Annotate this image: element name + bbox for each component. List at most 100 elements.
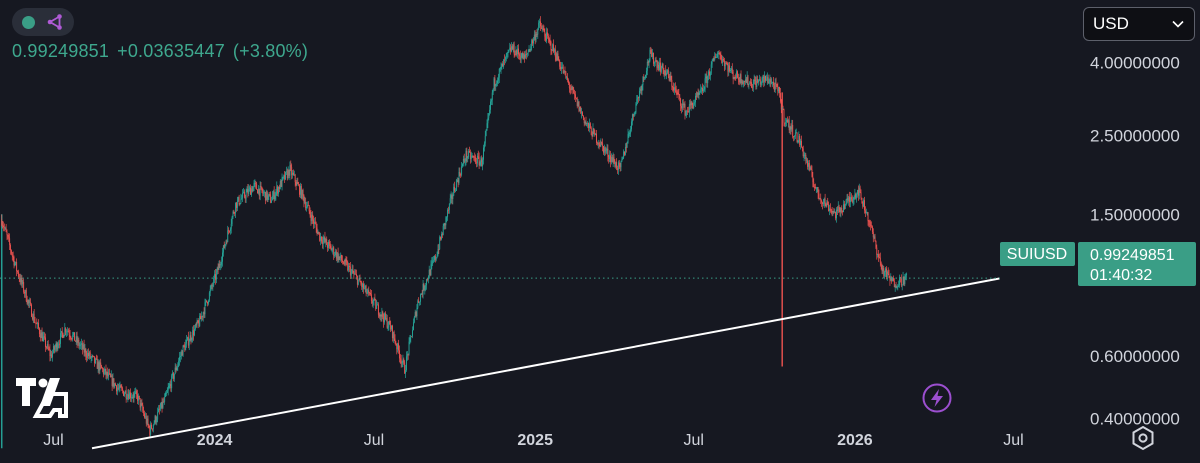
candle-body [259,185,261,196]
candle-body [376,305,378,309]
candle-body [872,232,874,238]
candle-body [434,255,435,261]
candle-body [819,198,821,199]
candle-body [285,171,286,180]
candle-body [769,79,771,82]
candle-body [685,112,687,116]
candle-body [589,123,591,128]
candle-body [380,314,382,317]
candle-body [244,196,246,199]
candle-body [424,287,426,291]
x-tick-label: Jul [364,432,384,449]
y-tick-label: 0.60000000 [1090,347,1180,366]
candle-body [604,147,606,151]
candle-body [854,194,856,198]
candle-body [329,243,331,246]
candle-body [709,71,710,76]
share-nodes-icon[interactable] [46,13,64,31]
candle-body [554,49,556,58]
candle-body [713,58,715,60]
candle-body [775,82,777,84]
candle-body [691,102,693,105]
candle-body [701,87,703,90]
candle-body [23,281,25,292]
candle-body [314,221,315,224]
candle-body [697,92,699,95]
time-axis[interactable]: Jul 2024 Jul 2025 Jul 2026 Jul [43,432,1023,449]
candle-body [652,52,654,64]
candle-body [431,262,433,265]
candle-body [194,328,195,336]
candle-body [538,22,540,29]
candle-body [55,343,57,348]
candle-body [534,34,536,41]
candle-body [274,195,276,200]
candle-body [316,227,318,234]
y-tick-label: 0.40000000 [1090,410,1180,429]
candle-body [57,345,59,350]
candle-body [652,52,654,57]
candle-body [774,82,776,91]
candle-body [181,351,183,356]
currency-selector[interactable]: USD [1083,7,1195,41]
candle-body [446,216,448,218]
candle-body [52,346,54,353]
candle-body [47,344,49,349]
lightning-icon[interactable] [921,382,953,414]
candle-body [737,71,738,78]
candle-body [737,77,739,80]
candle-body [118,388,120,389]
candle-body [487,117,489,124]
candle-body [190,335,192,341]
candle-body [37,322,39,324]
candle-body [680,98,682,106]
candle-body [224,244,226,249]
candle-body [633,112,635,117]
settings-gear-icon[interactable] [1130,425,1156,451]
candle-body [342,260,343,263]
x-tick-label: 2024 [197,432,233,449]
candle-body [229,228,231,232]
candle-body [233,211,235,213]
status-dot-icon[interactable] [21,15,35,29]
candle-body [87,353,89,358]
tradingview-logo-icon[interactable] [14,374,70,418]
candle-body [67,330,69,333]
candle-body [528,49,530,52]
candle-body [601,141,603,144]
symbol-tag [1000,242,1075,266]
candle-body [143,410,145,414]
trendline[interactable] [91,277,1000,450]
candle-body [227,230,229,243]
candle-body [837,206,839,211]
candle-body [464,160,466,162]
candle-body [659,62,661,72]
candle-body [172,373,174,376]
price-axis[interactable]: 4.00000000 2.50000000 1.50000000 0.60000000… [1090,54,1180,429]
candle-body [92,355,94,357]
candle-body [732,71,734,79]
candle-body [772,81,774,86]
candle-body [231,216,233,224]
candle-body [222,252,223,262]
candle-body [858,187,860,196]
candle-body [885,268,887,278]
candle-body [101,365,103,369]
candle-body [641,85,643,91]
candle-body [164,396,166,402]
candle-body [687,110,689,112]
candle-body [39,333,41,338]
candle-body [849,196,851,203]
candle-body [581,112,583,114]
candle-body [505,54,507,58]
candle-body [34,321,36,323]
candle-body [794,136,795,137]
legend-controls[interactable] [12,8,74,36]
candle-body [470,156,472,160]
candle-body [322,239,324,244]
candle-body [717,52,719,54]
candle-body [311,214,313,221]
candle-body [27,300,29,304]
candle-body [824,198,826,204]
